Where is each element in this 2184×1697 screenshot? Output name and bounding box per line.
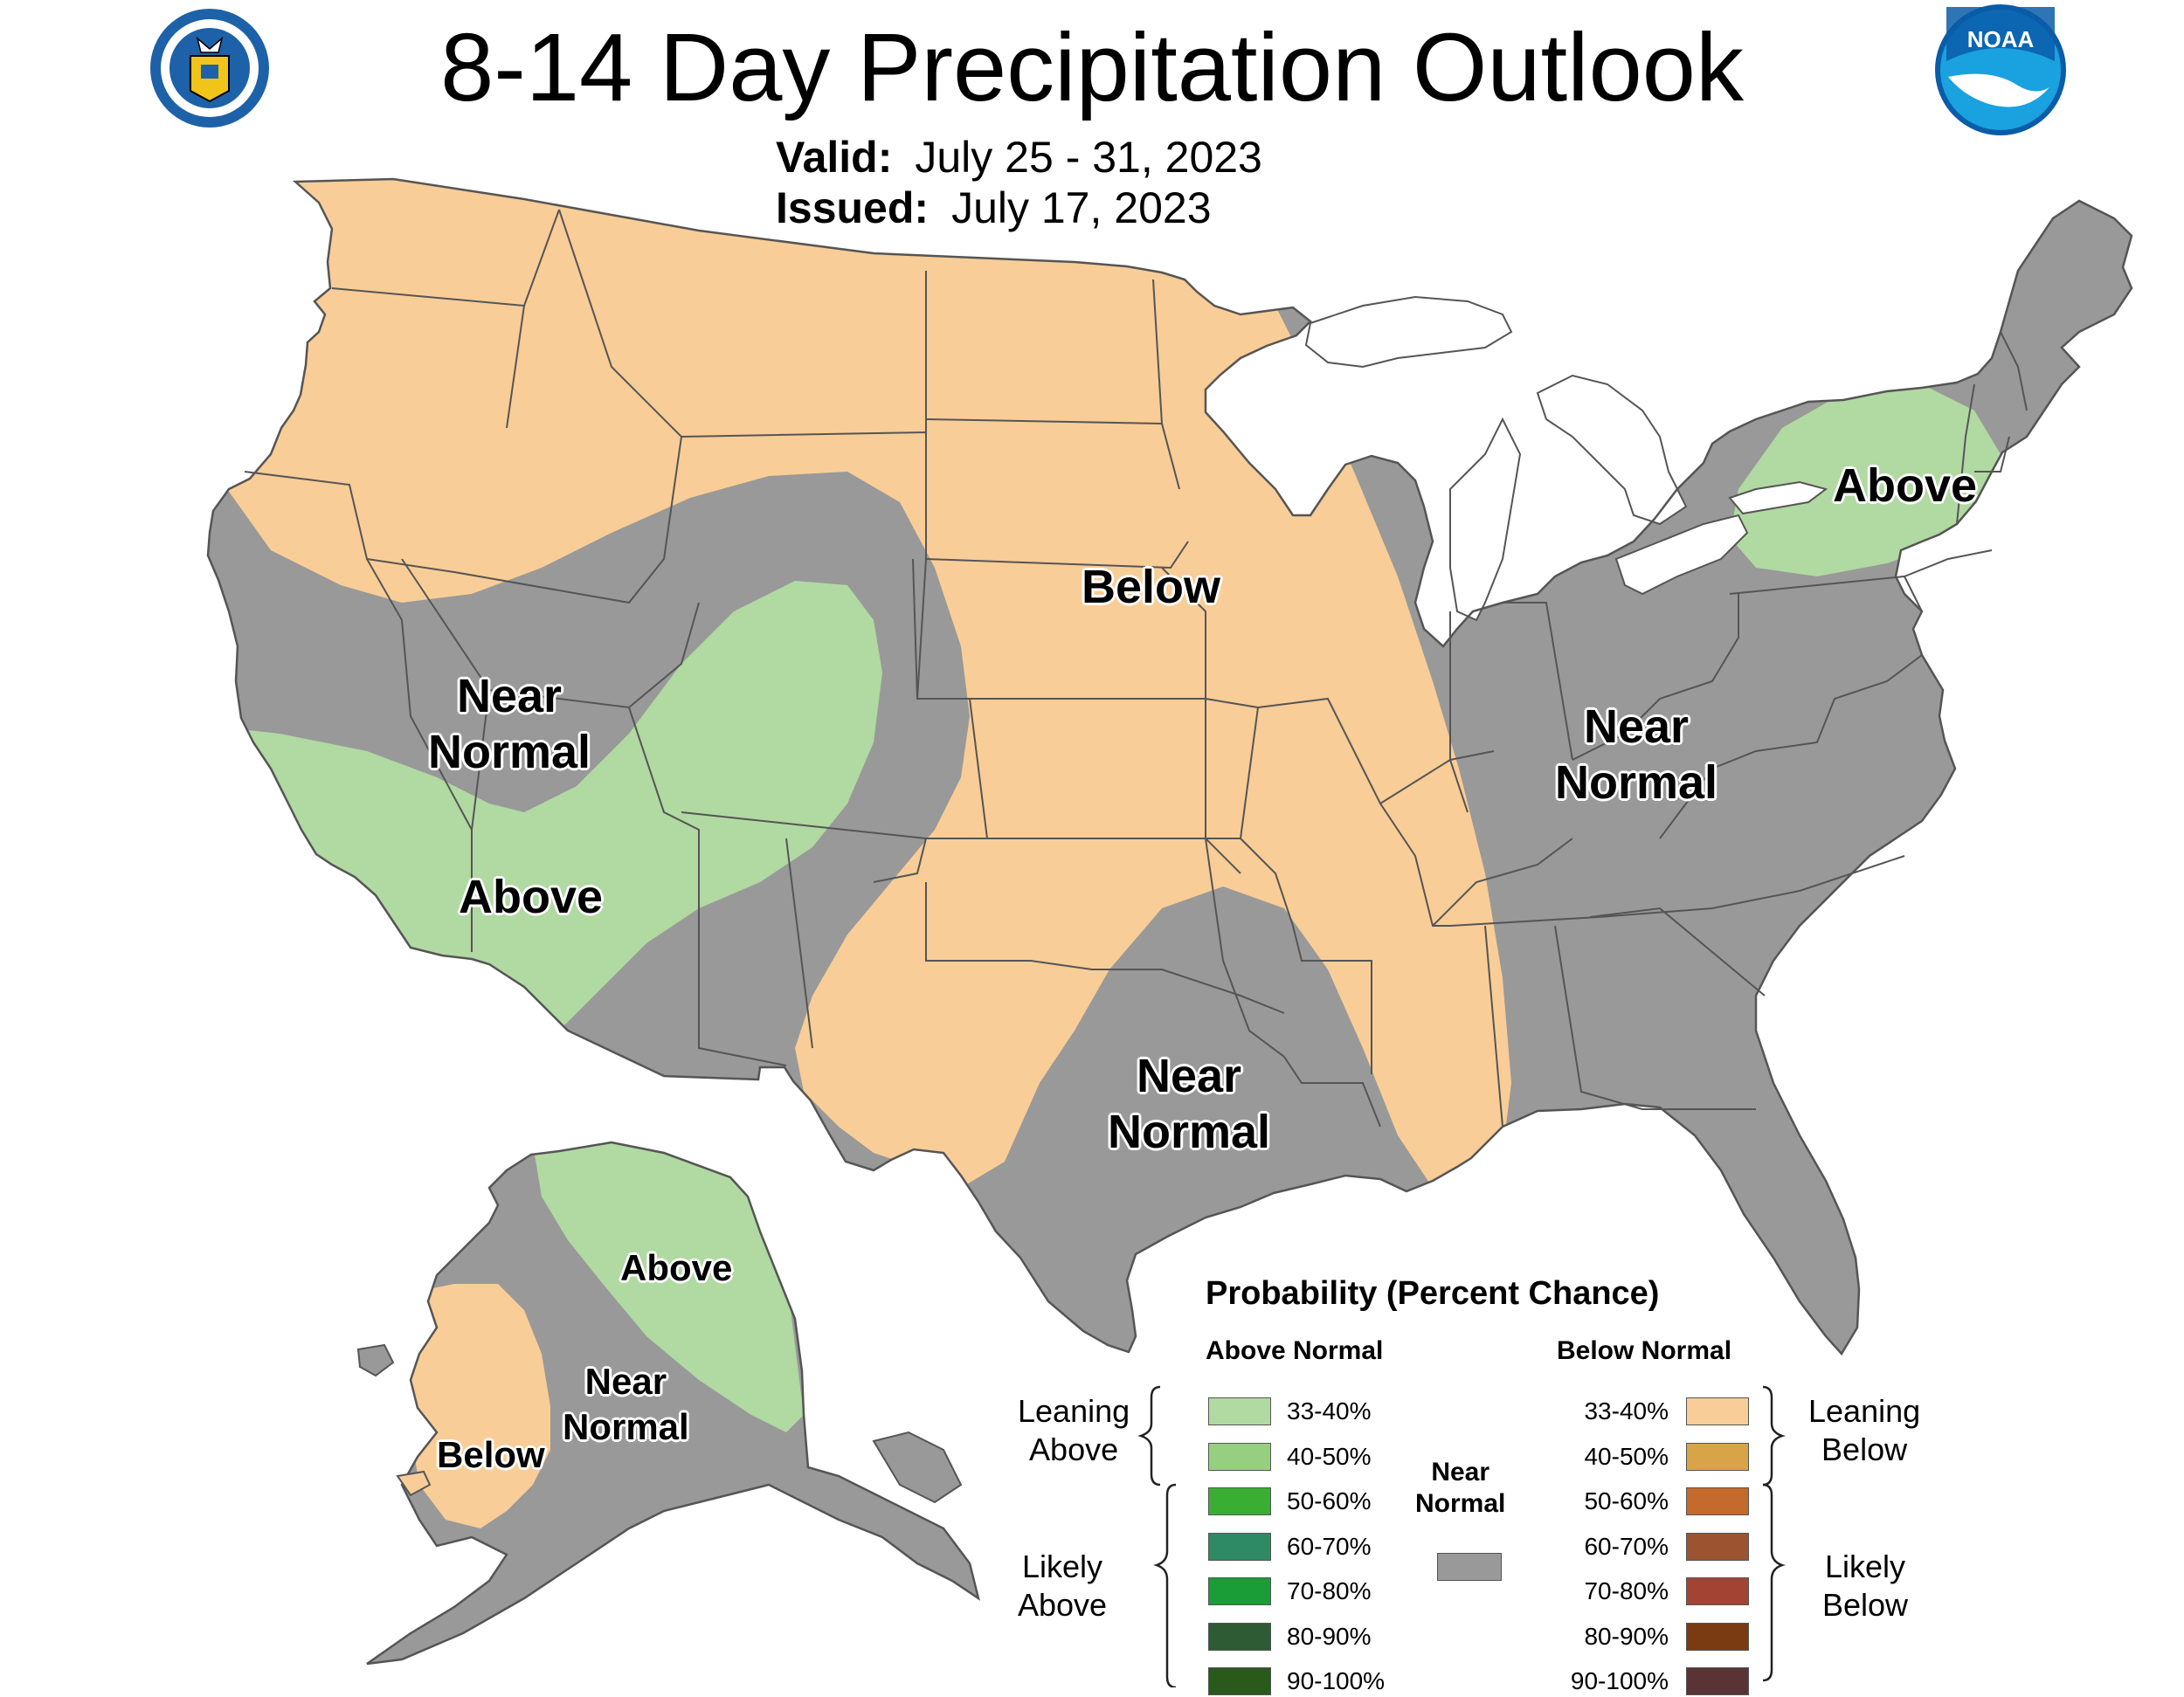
legend-braces — [1137, 1385, 1786, 1687]
legend-above-swatch — [1208, 1622, 1271, 1651]
region-label-ak-below: Below — [437, 1434, 545, 1475]
issued-date: July 17, 2023 — [951, 183, 1212, 232]
map-title: 8-14 Day Precipitation Outlook — [440, 14, 1744, 121]
ak-below-area — [411, 1284, 550, 1528]
legend-above-range: 40-50% — [1287, 1442, 1372, 1470]
legend-above-swatch — [1208, 1667, 1271, 1695]
alaska-island-3 — [872, 1431, 963, 1504]
legend-near-normal-swatch — [1437, 1553, 1502, 1581]
legend-above-range: 80-90% — [1287, 1622, 1372, 1650]
issued-line: Issued: July 17, 2023 — [776, 182, 1212, 234]
legend-near-normal-label: Near Normal — [1415, 1458, 1506, 1518]
legend-below-range: 50-60% — [1584, 1487, 1669, 1514]
legend-below-header: Below Normal — [1557, 1336, 1732, 1365]
valid-label: Valid: — [776, 133, 893, 182]
legend-below-swatch — [1686, 1622, 1749, 1651]
great-lakes — [1304, 295, 1828, 622]
region-label-below-north: Below — [1082, 561, 1221, 613]
legend-likely-below: Likely Below — [1822, 1549, 1909, 1623]
legend-above-swatch — [1208, 1397, 1271, 1425]
legend-below-range: 90-100% — [1570, 1667, 1669, 1694]
legend-below-swatch — [1686, 1667, 1749, 1695]
region-label-near-west: Near Normal — [428, 670, 591, 778]
legend-below-swatch — [1686, 1487, 1749, 1515]
legend-below-range: 80-90% — [1584, 1622, 1669, 1650]
legend-below-swatch — [1686, 1397, 1749, 1425]
legend-below-swatch — [1686, 1577, 1749, 1605]
legend-above-range: 60-70% — [1287, 1532, 1372, 1560]
valid-line: Valid: July 25 - 31, 2023 — [776, 131, 1262, 183]
alaska-island — [356, 1343, 395, 1377]
region-label-near-south: Near Normal — [1108, 1050, 1271, 1158]
issued-label: Issued: — [776, 183, 930, 232]
conus-map — [206, 177, 2133, 1356]
legend-below-range: 40-50% — [1584, 1442, 1669, 1470]
legend-above-swatch — [1208, 1487, 1271, 1515]
legend-below-range: 70-80% — [1584, 1577, 1669, 1604]
ak-above-area — [533, 1142, 804, 1432]
legend-above-range: 70-80% — [1287, 1577, 1372, 1604]
legend-above-swatch — [1208, 1577, 1271, 1605]
legend-below-swatch — [1686, 1532, 1749, 1561]
legend-below-range: 60-70% — [1584, 1532, 1669, 1560]
noaa-logo-text: NOAA — [1967, 26, 2035, 52]
region-label-near-east: Near Normal — [1555, 700, 1718, 809]
valid-dates: July 25 - 31, 2023 — [915, 133, 1262, 182]
legend-above-range: 33-40% — [1287, 1397, 1372, 1425]
state-borders — [244, 209, 2028, 1128]
below-north-area — [227, 179, 1511, 1188]
legend-above-swatch — [1208, 1442, 1271, 1471]
alaska-island-2 — [396, 1470, 432, 1497]
legend-above-header: Above Normal — [1206, 1336, 1384, 1365]
region-label-above-sw: Above — [459, 871, 604, 923]
legend-leaning-below: Leaning Below — [1808, 1393, 1921, 1467]
region-label-ak-near: Near Normal — [563, 1361, 689, 1447]
legend-leaning-above: Leaning Above — [1018, 1393, 1130, 1467]
legend-above-range: 50-60% — [1287, 1487, 1372, 1514]
region-label-above-ne: Above — [1833, 459, 1978, 512]
above-ne-area — [1730, 384, 2001, 576]
legend-below-swatch — [1686, 1442, 1749, 1471]
legend-above-swatch — [1208, 1532, 1271, 1561]
legend-likely-above: Likely Above — [1018, 1549, 1108, 1623]
alaska-outline — [366, 1141, 980, 1666]
region-label-ak-above: Above — [620, 1247, 733, 1288]
legend-title: Probability (Percent Chance) — [1206, 1275, 1660, 1312]
noaa-logo-icon: NOAA — [1935, 4, 2066, 135]
doc-seal-icon — [150, 9, 269, 128]
alaska-land — [367, 1142, 978, 1664]
conus-outline — [206, 177, 2133, 1356]
legend-above-range: 90-100% — [1287, 1667, 1386, 1694]
alaska-map — [356, 1141, 980, 1666]
legend-below-range: 33-40% — [1584, 1397, 1669, 1425]
